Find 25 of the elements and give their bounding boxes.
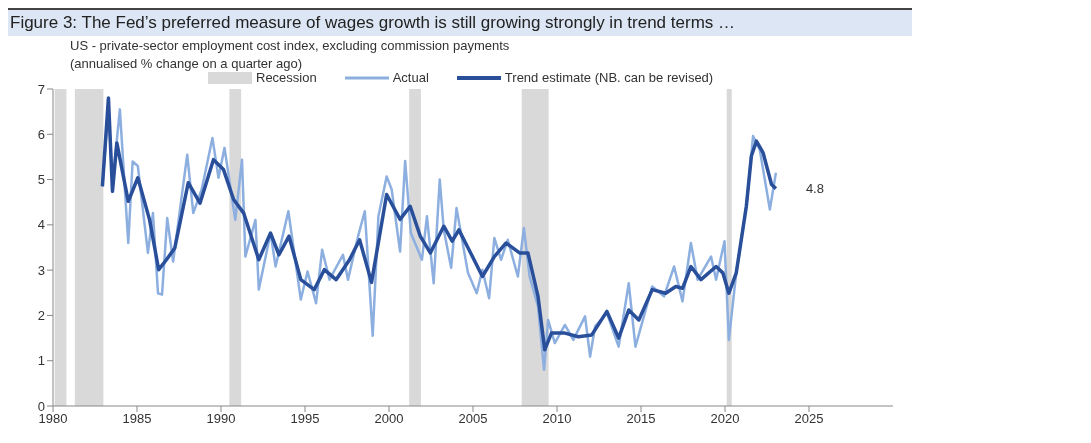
y-tick-label: 4 (37, 217, 45, 233)
legend-label: Trend estimate (NB. can be revised) (504, 70, 714, 85)
chart-title: Figure 3: The Fed’s preferred measure of wages growth is still growing strongly in trend terms … (8, 8, 912, 36)
x-tick-label: 2010 (542, 411, 572, 427)
legend-label: Actual (392, 70, 429, 85)
x-tick-label: 1980 (38, 411, 68, 427)
x-tick-label: 2015 (626, 411, 656, 427)
y-axis-title: (annualised % change on a quarter ago) (70, 56, 302, 71)
x-tick-label: 2005 (458, 411, 488, 427)
x-tick-label: 1985 (122, 411, 152, 427)
annotation: 4.8 (805, 181, 824, 197)
x-tick-label: 1990 (206, 411, 236, 427)
y-tick-label: 2 (37, 308, 45, 324)
x-tick-label: 2025 (794, 411, 824, 427)
x-tick-label: 2000 (374, 411, 404, 427)
y-tick-label: 5 (37, 172, 45, 188)
y-tick-label: 0 (37, 398, 45, 414)
y-tick-label: 6 (37, 126, 45, 142)
y-tick-label: 3 (37, 262, 45, 278)
y-tick-label: 7 (37, 81, 45, 97)
x-tick-label: 1995 (290, 411, 320, 427)
chart-subtitle: US - private-sector employment cost index, excluding commission payments (70, 38, 510, 53)
y-tick-label: 1 (37, 353, 45, 369)
x-tick-label: 2020 (710, 411, 740, 427)
legend-label: Recession (256, 70, 317, 85)
